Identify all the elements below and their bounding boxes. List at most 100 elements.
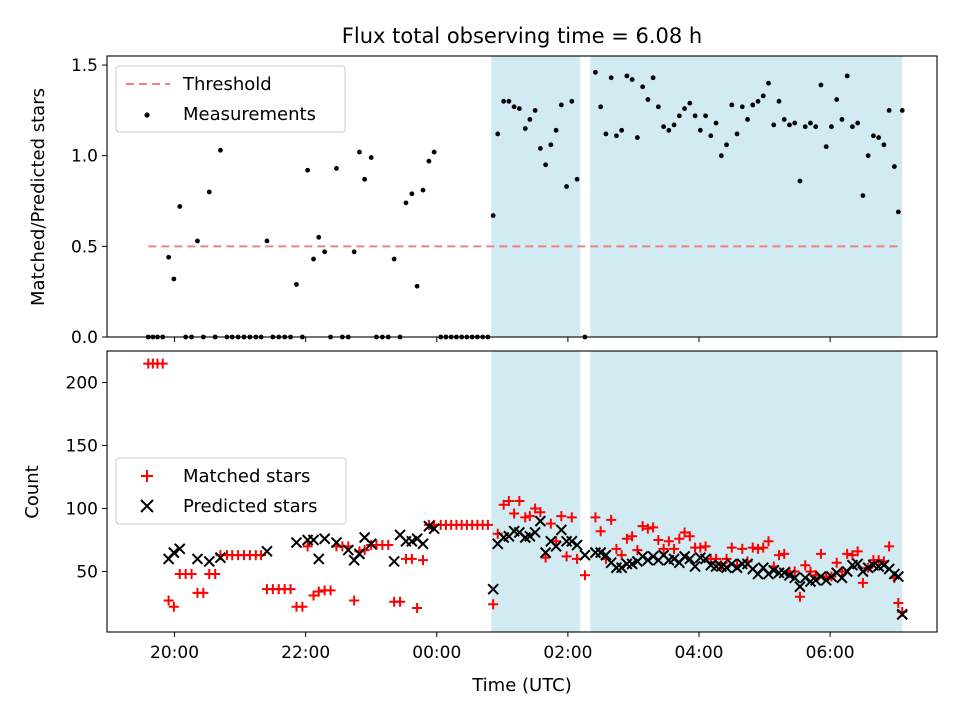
- matched-star-point: [648, 522, 659, 533]
- matched-star-point: [566, 512, 577, 523]
- matched-star-point: [285, 584, 296, 595]
- matched-star-point: [831, 557, 842, 568]
- matched-star-point: [893, 598, 904, 609]
- predicted-star-point: [773, 567, 785, 579]
- measurement-point: [792, 120, 798, 126]
- predicted-star-point: [668, 553, 680, 565]
- measurement-point: [316, 234, 322, 240]
- matched-star-point: [186, 569, 197, 580]
- measurement-point: [564, 184, 569, 189]
- matched-star-point: [509, 508, 520, 519]
- measurement-point: [797, 178, 803, 184]
- measurement-point: [808, 120, 813, 126]
- measurement-point: [171, 276, 177, 282]
- x-axis-label: Time (UTC): [471, 675, 572, 696]
- measurement-point: [537, 146, 543, 151]
- top-shaded-span-1: [590, 56, 903, 337]
- matched-star-point: [406, 553, 417, 564]
- measurement-point: [865, 153, 871, 159]
- predicted-star-point: [290, 536, 303, 549]
- matched-star-point: [779, 548, 790, 559]
- legend-predicted-swatch: [140, 499, 154, 513]
- measurement-point: [676, 113, 682, 119]
- measurement-point: [264, 238, 270, 244]
- measurement-point: [334, 166, 339, 171]
- matched-star-point: [210, 569, 221, 580]
- predicted-star-point: [487, 583, 499, 595]
- measurement-point: [734, 131, 740, 137]
- matched-star-point: [679, 527, 690, 538]
- matched-star-point: [627, 531, 638, 542]
- y-tick-label: 1.0: [71, 147, 98, 167]
- y-tick-label: 150: [66, 437, 98, 457]
- matched-star-point: [488, 599, 499, 610]
- legend-matched-swatch: [141, 470, 153, 482]
- bottom-axes-frame: [106, 350, 938, 633]
- measurement-point: [895, 209, 901, 215]
- measurement-point: [548, 142, 554, 148]
- matched-star-point: [763, 536, 774, 547]
- measurement-point: [776, 98, 782, 104]
- matched-star-point: [514, 495, 525, 506]
- predicted-star-point: [892, 570, 905, 583]
- predicted-star-point: [313, 553, 325, 565]
- predicted-star-point: [799, 572, 811, 584]
- measurement-point: [357, 149, 362, 155]
- measurement-point: [899, 107, 905, 113]
- matched-star-point: [383, 540, 394, 551]
- measurement-point: [839, 117, 845, 122]
- predicted-star-point: [529, 526, 541, 539]
- measurement-point: [750, 102, 756, 108]
- predicted-star-point: [342, 544, 354, 556]
- predicted-star-point: [731, 562, 743, 574]
- x-tick-label: 00:00: [412, 643, 461, 663]
- measurement-point: [697, 127, 703, 133]
- matched-star-point: [359, 545, 370, 556]
- measurement-point: [490, 213, 496, 218]
- matched-star-point: [198, 587, 209, 598]
- measurement-point: [739, 104, 745, 110]
- matched-star-point: [700, 541, 711, 552]
- predicted-star-point: [789, 572, 801, 584]
- predicted-star-point: [762, 568, 775, 580]
- x-tick-label: 22:00: [281, 643, 330, 663]
- predicted-star-point: [589, 546, 602, 559]
- measurement-point: [218, 147, 223, 153]
- matched-star-point: [674, 533, 685, 544]
- predicted-star-point: [810, 574, 822, 587]
- bottom-legend: Matched stars Predicted stars: [115, 457, 347, 525]
- measurement-point: [311, 256, 316, 262]
- measurement-point: [876, 135, 882, 140]
- measurement-point: [532, 107, 538, 113]
- measurement-point: [829, 124, 834, 130]
- measurement-point: [771, 122, 777, 128]
- measurement-point: [860, 193, 866, 198]
- measurement-point: [766, 80, 771, 86]
- measurement-point: [671, 122, 677, 128]
- measurement-point: [729, 102, 735, 108]
- predicted-star-point: [794, 580, 806, 593]
- x-tick-label: 04:00: [675, 643, 724, 663]
- matched-star-point: [163, 595, 174, 606]
- measurement-point: [844, 73, 850, 79]
- measurement-point: [703, 113, 708, 119]
- matched-star-point: [695, 542, 706, 553]
- predicted-star-point: [555, 524, 568, 536]
- measurement-point: [886, 107, 892, 113]
- measurement-point: [624, 73, 630, 79]
- measurement-point: [640, 84, 646, 90]
- y-tick-label: 1.5: [71, 56, 98, 76]
- predicted-star-point: [825, 570, 838, 583]
- matched-star-point: [815, 548, 826, 559]
- matched-star-point: [616, 550, 627, 561]
- measurement-point: [426, 158, 432, 164]
- matched-star-point: [737, 543, 748, 554]
- matched-star-point: [297, 601, 308, 612]
- measurement-point: [713, 120, 719, 126]
- matched-star-point: [556, 511, 567, 522]
- bottom-panel: 50 100 150 200 20:00 22:00 00:00 02:00 04:00 06:…: [22, 350, 938, 696]
- predicted-star-point: [353, 548, 366, 560]
- matched-star-point: [663, 536, 674, 547]
- measurement-point: [760, 93, 766, 99]
- matched-star-point: [302, 541, 313, 552]
